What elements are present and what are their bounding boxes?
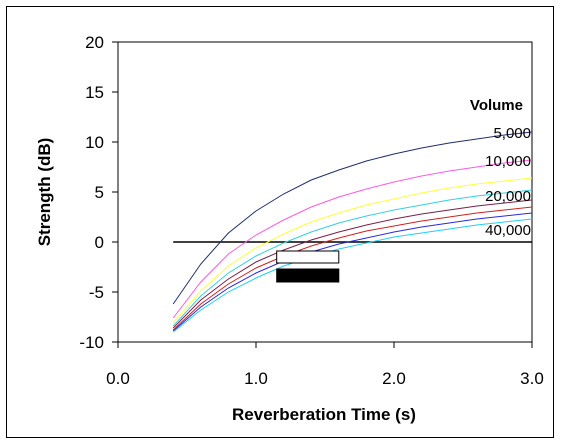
x-tick-label: 0.0 — [106, 369, 130, 388]
y-axis-title: Strength (dB) — [35, 138, 54, 247]
y-tick-label: 20 — [85, 33, 104, 52]
series-line-5 — [172, 199, 533, 329]
x-tick-label: 1.0 — [244, 369, 268, 388]
volume-label: 40,000 — [485, 222, 531, 239]
series-line-4 — [172, 189, 533, 327]
volume-label: 5,000 — [493, 125, 531, 142]
series-line-7 — [172, 212, 533, 332]
series-line-6 — [172, 206, 533, 331]
y-tick-label: 0 — [95, 233, 104, 252]
y-tick-label: 15 — [85, 83, 104, 102]
x-axis-title: Reverberation Time (s) — [232, 405, 416, 424]
y-tick-label: -5 — [89, 283, 104, 302]
volume-label: 10,000 — [485, 153, 531, 170]
volume-label: 20,000 — [485, 188, 531, 205]
outline-range-box — [276, 250, 340, 264]
legend-title: Volume — [470, 97, 523, 114]
series-line-3 — [172, 177, 533, 324]
plot-border — [117, 41, 533, 343]
filled-range-box — [276, 268, 340, 283]
plot-area: 20 15 10 5 0 -5 -100.0 1.0 2.0 3.0 5,000 10,000 20,0… — [79, 33, 543, 388]
y-tick-label: 5 — [95, 183, 104, 202]
y-tick-label: -10 — [79, 333, 104, 352]
x-tick-label: 2.0 — [382, 369, 406, 388]
series-line-1 — [172, 131, 533, 305]
series-line-8 — [172, 218, 533, 333]
x-tick-label: 3.0 — [520, 369, 544, 388]
series-line-2 — [172, 159, 533, 319]
y-tick-label: 10 — [85, 133, 104, 152]
